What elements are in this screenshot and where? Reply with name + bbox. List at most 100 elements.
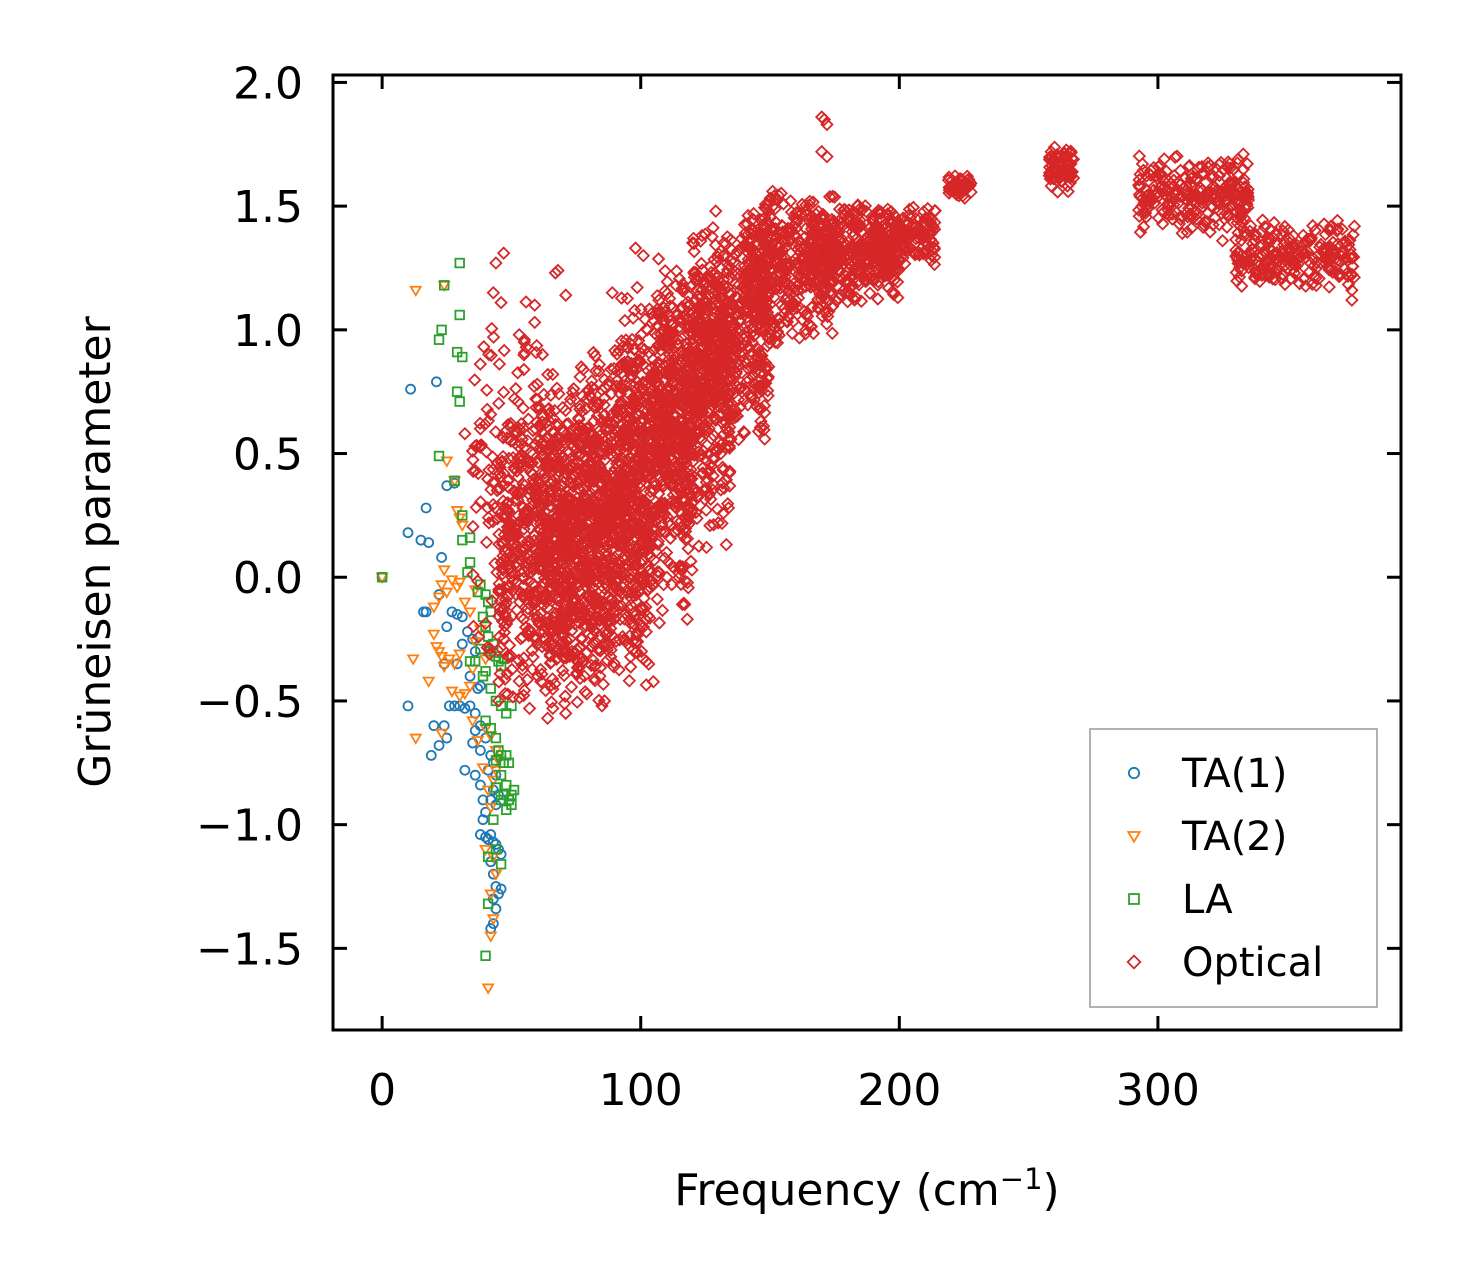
data-point: [657, 388, 671, 402]
data-point: [535, 667, 549, 681]
data-point: [787, 281, 801, 296]
data-point: [1152, 167, 1166, 182]
data-point: [423, 537, 435, 549]
data-point: [547, 517, 562, 531]
data-point: [515, 662, 530, 677]
data-point: [1311, 248, 1325, 262]
data-point: [687, 244, 701, 259]
data-point: [464, 670, 476, 682]
data-point: [622, 490, 636, 505]
data-point: [602, 442, 617, 457]
data-point: [627, 303, 642, 318]
data-point: [744, 388, 759, 402]
data-point: [546, 637, 561, 651]
data-point: [756, 358, 770, 372]
data-point: [1168, 150, 1182, 165]
data-point: [655, 603, 670, 618]
data-point: [481, 983, 495, 995]
data-point: [496, 385, 511, 400]
data-point: [557, 475, 571, 490]
data-point: [571, 655, 585, 670]
data-point: [1228, 194, 1243, 209]
data-point: [901, 208, 915, 223]
data-point: [589, 433, 604, 448]
data-point: [511, 509, 526, 523]
data-point: [520, 434, 535, 448]
data-point: [706, 395, 721, 410]
data-point: [1228, 175, 1242, 189]
data-point: [597, 398, 611, 412]
data-point: [717, 315, 732, 330]
data-point: [677, 399, 691, 413]
data-point: [616, 466, 630, 481]
data-point: [526, 650, 540, 664]
data-point: [1234, 279, 1249, 293]
data-point: [672, 323, 686, 338]
data-point: [720, 230, 735, 244]
data-point: [1136, 220, 1151, 234]
data-point: [614, 437, 628, 452]
data-point: [1257, 220, 1272, 234]
data-point: [468, 464, 483, 478]
data-point: [660, 463, 675, 478]
data-point: [1201, 156, 1215, 170]
data-point: [715, 516, 729, 531]
data-point: [570, 552, 585, 567]
data-point: [624, 487, 638, 501]
data-point: [591, 536, 606, 551]
data-point: [867, 224, 882, 239]
data-point: [476, 763, 490, 775]
data-point: [490, 456, 504, 470]
data-point: [1061, 184, 1075, 199]
data-point: [634, 571, 648, 585]
data-point: [523, 566, 538, 580]
data-point: [477, 340, 491, 354]
data-point: [731, 392, 746, 407]
data-point: [689, 390, 704, 405]
data-point: [409, 733, 423, 745]
data-point: [484, 348, 499, 363]
data-point: [811, 300, 825, 315]
data-point: [532, 399, 547, 414]
data-point: [1132, 187, 1147, 202]
data-point: [604, 643, 618, 657]
data-point: [1155, 217, 1170, 231]
data-point: [481, 414, 496, 428]
data-point: [1298, 279, 1313, 293]
data-point: [573, 447, 587, 461]
data-point: [740, 371, 755, 385]
data-point: [1221, 161, 1235, 175]
data-point: [706, 277, 721, 291]
data-point: [741, 295, 755, 309]
data-point: [486, 914, 500, 926]
data-point: [615, 502, 630, 517]
data-point: [1230, 246, 1245, 261]
data-point: [621, 529, 636, 543]
data-point: [569, 503, 584, 518]
data-point: [588, 349, 602, 363]
data-point: [720, 497, 735, 511]
data-point: [761, 246, 776, 261]
data-point: [480, 640, 494, 655]
data-point: [798, 323, 813, 337]
data-point: [803, 278, 817, 292]
data-point: [647, 553, 662, 567]
data-point: [536, 511, 551, 525]
data-point: [446, 606, 458, 618]
data-point: [629, 626, 644, 640]
data-point: [1238, 201, 1252, 215]
data-point: [1346, 227, 1360, 242]
data-point: [425, 749, 437, 761]
data-point: [580, 559, 594, 574]
data-point: [586, 522, 601, 537]
data-point: [491, 694, 506, 708]
data-point: [831, 214, 846, 229]
data-point: [669, 416, 683, 430]
data-point: [508, 530, 523, 544]
data-point: [504, 565, 519, 580]
data-point: [544, 695, 559, 709]
data-point: [615, 426, 630, 441]
data-point: [651, 375, 665, 390]
data-point: [547, 403, 562, 418]
data-point: [880, 268, 895, 282]
